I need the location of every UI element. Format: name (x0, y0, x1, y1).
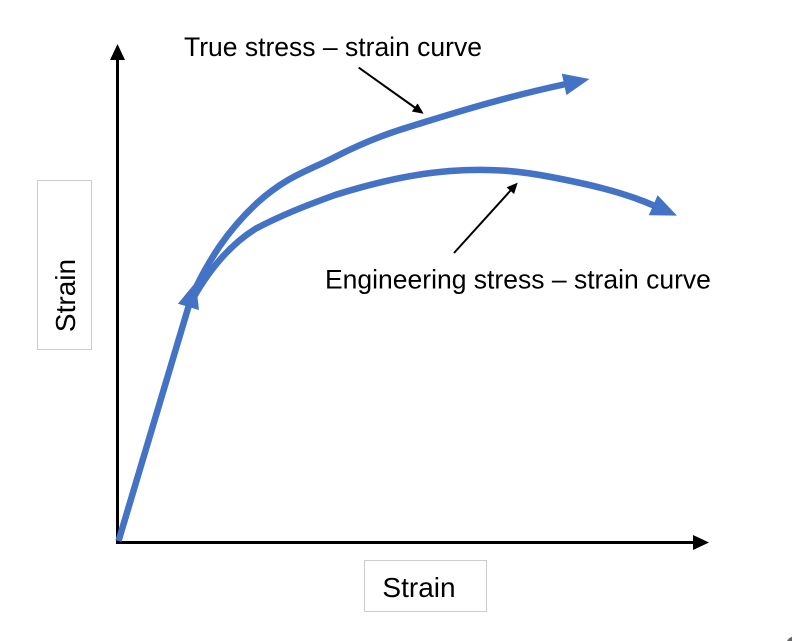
svg-text:True stress – strain curve: True stress – strain curve (184, 32, 482, 62)
svg-text:Strain: Strain (50, 259, 81, 332)
svg-text:Strain: Strain (382, 572, 455, 603)
svg-text:Engineering stress – strain cu: Engineering stress – strain curve (325, 265, 711, 295)
